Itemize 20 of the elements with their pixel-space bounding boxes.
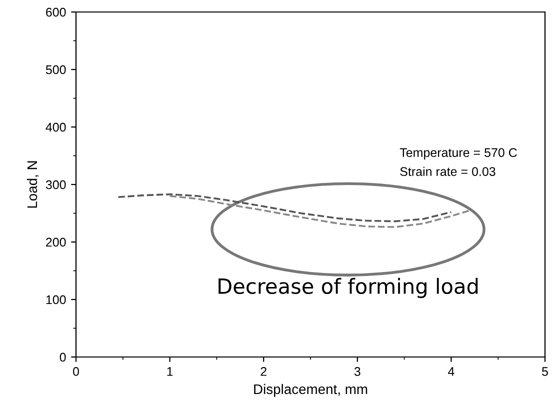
x-tick-label: 4 [448,367,454,376]
annotation: Strain rate = 0.03 [400,166,496,176]
x-tick-label: 5 [542,367,548,376]
annotation: Temperature = 570 C [400,148,517,160]
line-series [168,195,471,228]
y-tick-label: 200 [46,238,66,247]
x-tick-label: 2 [260,367,266,376]
y-tick-label: 300 [46,180,66,190]
y-axis-title: Load, N [26,161,39,208]
x-tick-label: 1 [167,367,173,376]
x-axis-title: Displacement, mm [254,384,368,397]
y-tick-label: 600 [46,8,66,17]
annotation: Decrease of forming load [218,278,478,298]
y-tick-label: 100 [46,295,66,304]
y-tick-label: 500 [46,65,66,74]
line-series [117,193,452,222]
x-tick-label: 3 [354,367,360,376]
x-tick-label: 0 [73,367,79,376]
y-tick-label: 0 [60,352,66,362]
y-tick-label: 400 [46,122,66,132]
